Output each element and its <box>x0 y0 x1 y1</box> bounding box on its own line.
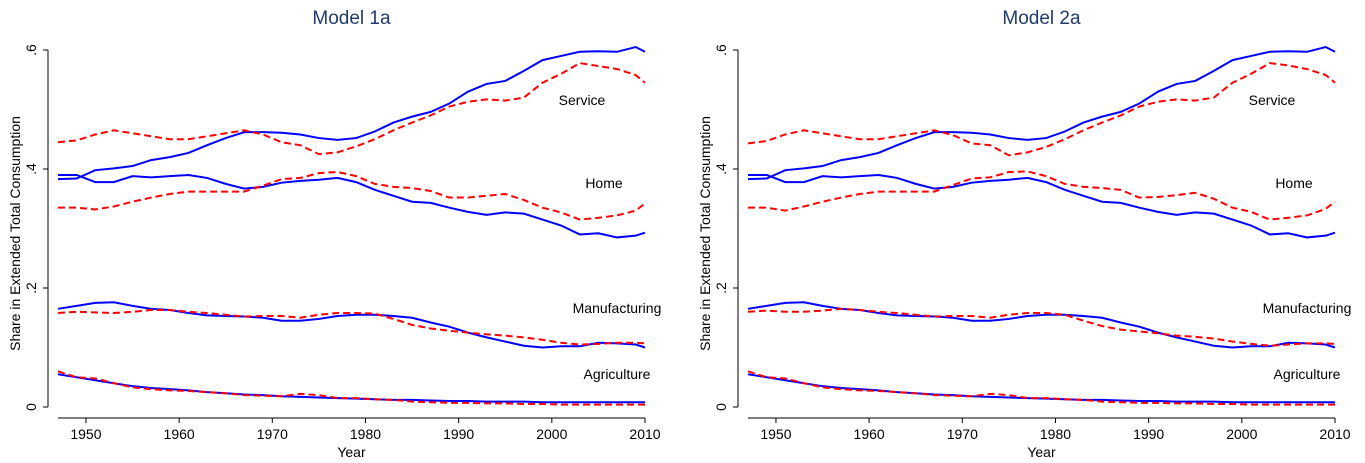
y-tick-label: .4 <box>23 163 39 175</box>
x-tick-label: 1950 <box>70 426 101 442</box>
x-tick-label: 2010 <box>1319 426 1350 442</box>
y-axis-label: Share in Extended Total Consumption <box>697 116 713 351</box>
chart-title: Model 1a <box>312 8 391 29</box>
y-tick-label: .2 <box>713 282 729 294</box>
y-tick-label: .2 <box>23 282 39 294</box>
x-tick-label: 1990 <box>1133 426 1164 442</box>
chart-title: Model 2a <box>1002 8 1081 29</box>
x-tick-label: 1980 <box>350 426 381 442</box>
series-line <box>57 309 646 346</box>
x-tick-label: 1990 <box>443 426 474 442</box>
series-line <box>57 301 646 349</box>
x-tick-label: 1970 <box>257 426 288 442</box>
x-tick-label: 1960 <box>164 426 195 442</box>
x-tick-label: 2000 <box>1226 426 1257 442</box>
y-tick-label: 0 <box>713 403 729 411</box>
y-tick-label: .4 <box>713 163 729 175</box>
series-line <box>58 173 646 239</box>
annotation: Home <box>585 175 623 191</box>
x-axis-label: Year <box>1027 444 1056 460</box>
x-tick-label: 1970 <box>947 426 978 442</box>
x-tick-label: 2010 <box>629 426 660 442</box>
y-axis-label: Share in Extended Total Consumption <box>7 116 23 351</box>
annotation: Service <box>1249 92 1296 108</box>
annotation: Agriculture <box>1274 366 1341 382</box>
series-line <box>57 370 645 406</box>
x-tick-label: 1950 <box>760 426 791 442</box>
annotation: Home <box>1275 175 1313 191</box>
annotation: Manufacturing <box>1263 300 1352 316</box>
series-line <box>57 45 646 181</box>
annotation: Agriculture <box>584 366 651 382</box>
x-axis-label: Year <box>337 444 366 460</box>
series-line <box>57 62 646 156</box>
x-tick-label: 2000 <box>536 426 567 442</box>
series-line <box>748 170 1336 221</box>
series-line <box>747 307 1336 347</box>
annotation: Service <box>559 92 606 108</box>
series-line <box>747 62 1336 157</box>
x-tick-label: 1960 <box>854 426 885 442</box>
series-line <box>58 170 646 221</box>
y-tick-label: .6 <box>713 44 729 56</box>
series-line <box>748 173 1336 239</box>
x-tick-label: 1980 <box>1040 426 1071 442</box>
y-tick-label: .6 <box>23 44 39 56</box>
series-line <box>747 45 1336 181</box>
annotation: Manufacturing <box>573 300 662 316</box>
series-line <box>747 370 1335 406</box>
y-tick-label: 0 <box>23 403 39 411</box>
